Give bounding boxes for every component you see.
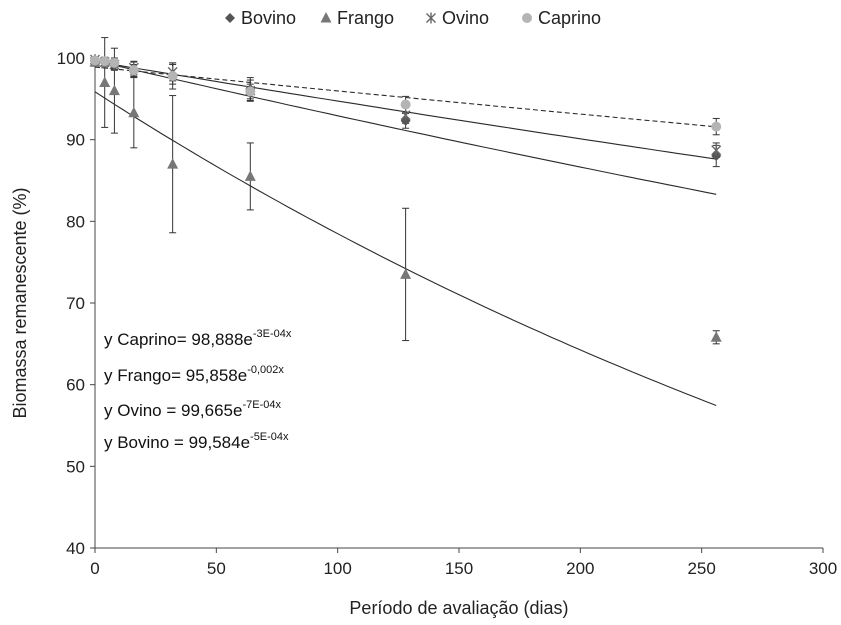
data-point-caprino	[128, 65, 139, 76]
y-tick-label: 70	[66, 294, 85, 313]
legend-label-frango: Frango	[337, 8, 394, 28]
legend-marker-frango-shape	[320, 12, 332, 23]
data-point-frango-shape	[167, 158, 179, 169]
y-tick-label: 90	[66, 131, 85, 150]
data-point-caprino-shape	[128, 65, 139, 76]
trend-equation: y Frango= 95,858e-0,002x	[104, 364, 284, 385]
legend-label-caprino: Caprino	[538, 8, 601, 28]
trend-line-ovino	[94, 60, 717, 195]
y-axis-title: Biomassa remanescente (%)	[10, 187, 30, 418]
legend-label-ovino: Ovino	[442, 8, 489, 28]
data-points	[89, 54, 722, 342]
data-point-caprino	[400, 99, 411, 110]
x-tick-label: 200	[566, 559, 594, 578]
data-point-caprino-shape	[711, 121, 722, 132]
data-point-caprino-shape	[99, 56, 110, 67]
data-point-frango-shape	[108, 84, 120, 96]
data-point-caprino-shape	[109, 57, 120, 68]
y-tick-label: 80	[66, 212, 85, 231]
data-point-caprino	[167, 70, 178, 81]
trend-equation-base: y Frango= 95,858e	[104, 366, 247, 385]
legend-item-bovino: Bovino	[225, 8, 296, 28]
legend-item-ovino: Ovino	[426, 8, 489, 28]
data-point-caprino	[245, 86, 256, 97]
legend-marker-caprino-shape	[522, 13, 532, 23]
legend-item-caprino: Caprino	[522, 8, 601, 28]
data-point-frango	[99, 76, 111, 87]
trend-equation-exponent: -3E-04x	[253, 328, 292, 340]
y-ticks: 40 50 60 70 80 90 100	[57, 49, 95, 558]
data-point-caprino	[90, 55, 100, 66]
data-point-frango	[710, 331, 722, 342]
data-point-frango-shape	[244, 170, 256, 181]
data-point-caprino-shape	[90, 55, 100, 66]
data-point-caprino-shape	[167, 70, 178, 81]
legend-marker-caprino	[522, 13, 532, 23]
y-tick-label: 40	[66, 539, 85, 558]
data-point-frango-shape	[99, 76, 111, 87]
data-point-caprino	[109, 57, 120, 68]
trend-equation: y Caprino= 98,888e-3E-04x	[104, 328, 292, 349]
trend-equations: y Caprino= 98,888e-3E-04x y Frango= 95,85…	[104, 328, 292, 452]
y-tick-label: 50	[66, 457, 85, 476]
error-bars	[91, 37, 720, 345]
data-point-frango	[167, 158, 179, 169]
data-point-caprino-shape	[245, 86, 256, 97]
legend: Bovino Frango Ovino Caprino	[225, 8, 601, 28]
x-tick-label: 50	[207, 559, 226, 578]
legend-label-bovino: Bovino	[241, 8, 296, 28]
data-point-frango	[244, 170, 256, 181]
legend-marker-ovino-shape	[426, 12, 436, 24]
legend-item-frango: Frango	[320, 8, 394, 28]
data-point-ovino-shape	[711, 144, 722, 156]
y-tick-label: 100	[57, 49, 85, 68]
x-tick-label: 250	[687, 559, 715, 578]
data-point-caprino-shape	[400, 99, 411, 110]
data-point-ovino	[711, 144, 722, 156]
legend-marker-frango	[320, 12, 332, 23]
x-tick-label: 300	[809, 559, 837, 578]
x-tick-label: 150	[445, 559, 473, 578]
x-tick-label: 0	[90, 559, 99, 578]
trend-equation-base: y Bovino = 99,584e	[104, 433, 250, 452]
data-point-ovino-shape	[400, 109, 411, 121]
y-tick-label: 60	[66, 376, 85, 395]
data-point-caprino	[711, 121, 722, 132]
x-ticks: 0 50 100 150 200 250 300	[90, 548, 837, 578]
legend-marker-bovino-shape	[225, 13, 235, 23]
legend-marker-ovino	[426, 12, 436, 24]
axes	[94, 58, 823, 549]
trend-equation-exponent: -0,002x	[247, 364, 284, 376]
trend-equation: y Bovino = 99,584e-5E-04x	[104, 431, 289, 452]
data-point-frango	[108, 84, 120, 96]
trend-equation-exponent: -7E-04x	[242, 399, 281, 411]
x-axis-title: Período de avaliação (dias)	[349, 598, 568, 618]
data-point-frango	[400, 268, 412, 279]
x-tick-label: 100	[323, 559, 351, 578]
trend-equation: y Ovino = 99,665e-7E-04x	[104, 399, 281, 420]
data-point-frango	[128, 106, 140, 118]
trend-equation-base: y Caprino= 98,888e	[104, 330, 253, 349]
trend-equation-exponent: -5E-04x	[250, 431, 289, 443]
legend-marker-bovino	[225, 13, 235, 23]
data-point-ovino	[400, 109, 411, 121]
data-point-caprino	[99, 56, 110, 67]
data-point-frango-shape	[710, 331, 722, 342]
data-point-frango-shape	[128, 106, 140, 118]
trend-equation-base: y Ovino = 99,665e	[104, 401, 242, 420]
data-point-frango-shape	[400, 268, 412, 279]
